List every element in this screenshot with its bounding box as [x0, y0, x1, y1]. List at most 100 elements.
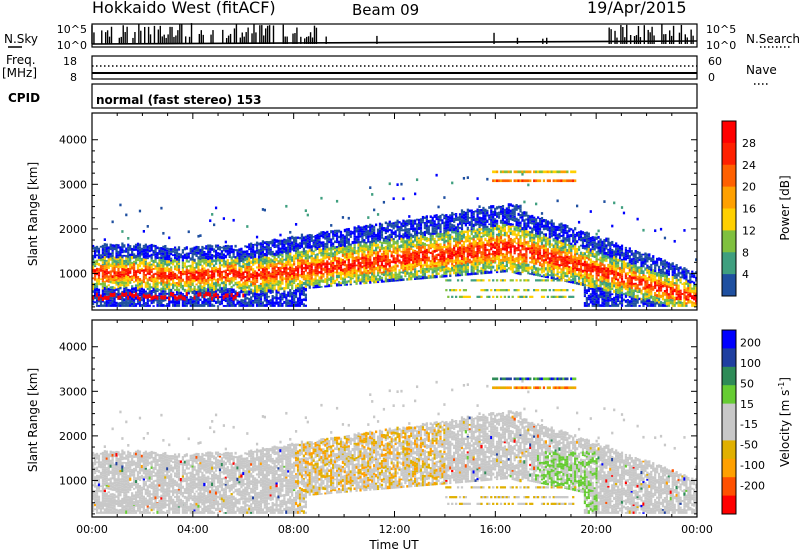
power-cell — [191, 258, 194, 261]
power-cell — [105, 290, 108, 293]
power-cell — [458, 254, 462, 258]
power-cell — [134, 304, 138, 307]
power-cell — [464, 239, 468, 243]
power-cell — [394, 257, 397, 261]
power-cell — [373, 265, 376, 268]
power-cell — [150, 256, 153, 260]
power-cell — [373, 274, 376, 278]
power-cell — [456, 254, 460, 258]
power-cell — [472, 218, 475, 222]
power-cell — [455, 250, 458, 253]
power-cell — [513, 227, 516, 231]
power-cell — [390, 266, 393, 270]
power-cell — [540, 170, 544, 174]
power-cell — [408, 277, 411, 281]
power-cell — [97, 296, 101, 301]
power-cell — [175, 265, 179, 269]
power-cell — [404, 262, 407, 265]
power-cell — [129, 265, 132, 268]
power-cell — [287, 242, 290, 246]
power-cell — [158, 252, 161, 255]
power-cell — [248, 270, 251, 274]
power-cell — [390, 254, 393, 258]
power-cell — [259, 248, 263, 250]
power-cell — [357, 267, 360, 271]
power-cell — [242, 271, 245, 276]
power-cell — [109, 299, 112, 302]
power-cell — [111, 297, 114, 300]
power-cell — [482, 250, 485, 252]
power-cell — [357, 276, 360, 280]
power-cell — [175, 283, 179, 287]
power-cell — [462, 230, 466, 234]
power-cell — [314, 248, 317, 252]
power-cell — [505, 251, 508, 256]
power-cell — [386, 240, 389, 243]
power-cell — [445, 239, 448, 243]
power-cell — [353, 261, 356, 265]
power-cell — [127, 295, 130, 300]
power-cell — [199, 284, 202, 288]
power-cell — [521, 172, 524, 176]
power-cell — [283, 294, 286, 299]
power-cell — [357, 255, 360, 259]
power-cell — [185, 304, 188, 307]
power-cell — [285, 266, 288, 270]
power-cell — [449, 272, 452, 275]
power-cell — [148, 266, 151, 270]
power-cell — [156, 275, 159, 280]
power-cell — [244, 305, 247, 307]
power-cell — [384, 277, 387, 280]
power-cell — [341, 280, 345, 285]
power-cell — [398, 221, 401, 224]
power-cell — [476, 273, 479, 275]
power-cell — [478, 219, 481, 223]
power-cell — [246, 225, 249, 228]
power-cell — [150, 243, 153, 247]
power-cell — [394, 271, 397, 274]
power-cell — [507, 203, 510, 207]
power-cell — [449, 289, 452, 292]
power-cell — [523, 235, 526, 239]
power-cell — [378, 248, 382, 253]
power-cell — [244, 270, 247, 274]
power-cell — [474, 210, 477, 213]
power-cell — [425, 256, 428, 259]
power-cell — [453, 271, 456, 275]
power-cell — [105, 266, 108, 269]
power-cell — [480, 255, 483, 259]
power-cell — [134, 270, 138, 274]
power-cell — [111, 302, 114, 304]
power-cell — [238, 274, 241, 277]
power-cell — [250, 298, 253, 301]
power-cell — [396, 248, 399, 250]
power-cell — [271, 267, 274, 270]
power-cell — [308, 255, 311, 259]
power-cell — [476, 263, 479, 267]
power-cell — [490, 228, 493, 233]
power-cell — [185, 270, 188, 274]
power-cell — [384, 267, 387, 271]
power-cell — [183, 288, 186, 292]
power-cell — [289, 299, 292, 303]
power-cell — [367, 277, 370, 280]
power-cell — [109, 301, 112, 305]
power-cell — [369, 228, 372, 232]
power-cell — [287, 301, 290, 305]
power-cell — [513, 210, 516, 214]
power-cell — [92, 282, 95, 285]
power-cell — [252, 263, 255, 266]
power-cell — [376, 254, 380, 258]
power-cell — [156, 290, 159, 293]
power-cell — [507, 234, 510, 239]
power-cell — [376, 243, 380, 247]
power-cell — [168, 273, 171, 276]
power-cell — [142, 296, 145, 300]
power-cell — [402, 197, 405, 201]
nave-tick-top: 60 — [708, 55, 722, 68]
power-cell — [138, 281, 142, 283]
power-cell — [337, 229, 341, 233]
power-cell — [495, 224, 499, 228]
power-cell — [519, 228, 522, 233]
power-cell — [306, 257, 309, 260]
